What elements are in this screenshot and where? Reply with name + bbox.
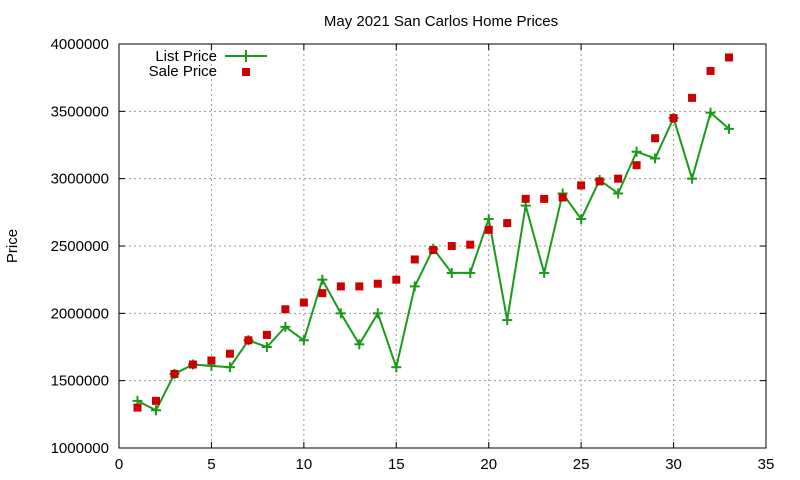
x-tick-label: 5 [207, 456, 215, 473]
sale-price-point [207, 356, 216, 365]
y-tick-label: 1500000 [51, 373, 109, 390]
sale-price-point [503, 219, 512, 228]
x-tick-label: 10 [296, 456, 313, 473]
y-tick-label: 4000000 [51, 36, 109, 53]
y-tick-label: 3500000 [51, 103, 109, 120]
list-price-point [354, 339, 365, 350]
list-price-point [280, 321, 291, 332]
list-price-point [483, 214, 494, 225]
list-price-point [298, 335, 309, 346]
sale-price-point [410, 255, 419, 264]
sale-price-point [318, 289, 327, 298]
legend-label-sale-price: Sale Price [149, 63, 217, 80]
sale-price-point [521, 194, 530, 203]
list-price-point [687, 173, 698, 184]
sale-price-point [262, 330, 271, 339]
list-price-point [409, 281, 420, 292]
x-tick-label: 35 [758, 456, 775, 473]
x-tick-label: 20 [480, 456, 497, 473]
series-layer [132, 53, 735, 416]
legend-marker-list-price [240, 50, 252, 62]
tick-marks [118, 43, 767, 449]
list-price-point [613, 188, 624, 199]
list-price-point [261, 342, 272, 352]
chart-title: May 2021 San Carlos Home Prices [324, 13, 558, 30]
sale-price-point [225, 349, 234, 358]
list-price-point [317, 274, 328, 285]
sale-price-point [725, 53, 734, 62]
x-tick-label: 25 [573, 456, 590, 473]
legend-marker-sale-price [242, 68, 250, 76]
sale-price-point [244, 336, 253, 345]
list-price-point [502, 315, 513, 326]
sale-price-point [595, 177, 604, 186]
plot-border [118, 43, 767, 449]
sale-price-point [281, 305, 290, 314]
legend: List Price Sale Price [149, 48, 267, 80]
sale-price-point [558, 193, 567, 202]
sale-price-point [392, 275, 401, 284]
list-price-point [576, 214, 587, 225]
x-tick-label: 30 [665, 456, 682, 473]
x-tick-label: 0 [115, 456, 123, 473]
legend-label-list-price: List Price [155, 48, 217, 65]
list-price-point [446, 267, 457, 278]
list-price-point [724, 123, 735, 134]
y-axis-tick-labels: 1000000 1500000 2000000 2500000 3000000 35000… [51, 36, 109, 457]
sale-price-point [706, 66, 715, 75]
sale-price-point [614, 174, 623, 183]
sale-price-point [373, 279, 382, 288]
list-price-point [539, 267, 550, 278]
list-price-point [650, 153, 661, 164]
sale-price-point [299, 298, 308, 307]
sale-price-point [151, 396, 160, 405]
list-price-point [391, 362, 402, 373]
sale-price-point [429, 246, 438, 255]
sale-price-point [336, 282, 345, 291]
list-price-point [335, 308, 346, 319]
sale-price-point [447, 242, 456, 250]
sale-price-point [170, 369, 179, 378]
list-price-point [705, 107, 716, 118]
list-price-point [224, 362, 235, 373]
list-price-point [150, 405, 161, 416]
sale-price-point [355, 282, 364, 291]
sale-price-point [540, 194, 549, 203]
sale-price-point [688, 93, 697, 102]
grid-lines [119, 44, 766, 448]
list-price-point [631, 146, 642, 157]
y-tick-label: 1000000 [51, 440, 109, 457]
sale-price-point [577, 181, 586, 190]
list-price-point [465, 267, 476, 278]
sale-price-point [669, 114, 678, 123]
sale-price-point [632, 161, 641, 170]
y-tick-label: 2000000 [51, 305, 109, 322]
sale-price-point [484, 225, 493, 234]
y-tick-label: 3000000 [51, 171, 109, 188]
sale-price-point [133, 403, 142, 412]
x-axis-tick-labels: 0 5 10 15 20 25 30 35 [115, 456, 775, 473]
y-tick-label: 2500000 [51, 238, 109, 255]
sale-price-point [466, 240, 475, 249]
sale-price-point [188, 360, 197, 369]
list-price-point [372, 308, 383, 319]
x-tick-label: 15 [388, 456, 405, 473]
series-line-list-price [137, 111, 730, 412]
sale-price-point [651, 134, 660, 143]
y-axis-label: Price [4, 229, 21, 263]
